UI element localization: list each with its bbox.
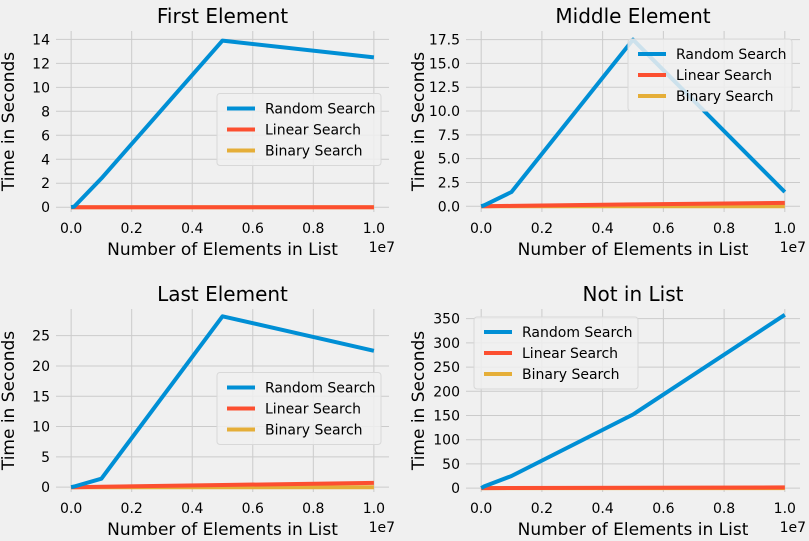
x-tick-label: 0.8: [713, 501, 735, 517]
legend-box: [216, 372, 382, 445]
legend-box: [473, 316, 639, 390]
y-tick-label: 300: [433, 336, 460, 352]
y-tick-label: 4: [41, 152, 50, 168]
y-tick-label: 20: [32, 359, 50, 375]
x-tick-label: 0.2: [531, 221, 553, 237]
x-tick-label: 0.8: [713, 221, 735, 237]
y-tick-label: 0.0: [438, 199, 460, 215]
x-tick-label: 0.2: [121, 501, 143, 517]
x-tick-label: 0.0: [60, 501, 82, 517]
y-tick-label: 0: [451, 481, 460, 497]
legend-box: [216, 93, 382, 166]
legend: Random Search Linear Search Binary Search: [627, 38, 793, 112]
legend-entry: Linear Search: [676, 68, 772, 84]
chart-title: First Element: [157, 4, 288, 28]
y-tick-label: 50: [442, 457, 460, 473]
x-tick-label: 0.4: [181, 501, 203, 517]
y-tick-label: 0: [41, 200, 50, 216]
legend-entry: Binary Search: [265, 144, 363, 160]
legend-entry: Random Search: [676, 47, 787, 63]
x-tick-label: 0.6: [242, 501, 264, 517]
legend-entry: Linear Search: [265, 402, 361, 418]
y-tick-label: 5.0: [438, 152, 460, 168]
x-tick-label: 0.2: [121, 221, 143, 237]
y-tick-label: 15.0: [429, 56, 460, 72]
y-tick-label: 25: [32, 329, 50, 345]
series-line-random-search: [480, 313, 786, 490]
chart-title: Not in List: [583, 282, 684, 306]
series-line-random-search: [70, 38, 375, 210]
series-line-linear-search: [481, 485, 785, 491]
y-tick-label: 2.5: [438, 175, 460, 191]
y-tick-label: 10: [32, 420, 50, 436]
y-tick-label: 5: [41, 450, 50, 466]
y-tick-label: 0: [41, 480, 50, 496]
y-tick-label: 17.5: [429, 33, 460, 49]
x-tick-label: 0.0: [470, 221, 492, 237]
chart-title: Middle Element: [555, 4, 710, 28]
y-tick-label: 350: [433, 312, 460, 328]
x-tick-label: 1.0: [363, 501, 385, 517]
y-tick-label: 8: [41, 104, 50, 120]
x-axis-label: Number of Elements in List: [107, 520, 338, 540]
x-offset-label: 1e7: [780, 520, 806, 536]
x-axis-label: Number of Elements in List: [518, 240, 749, 260]
x-tick-label: 0.4: [592, 501, 614, 517]
legend: Random Search Linear Search Binary Search: [216, 372, 382, 445]
legend-entry: Linear Search: [265, 123, 361, 139]
x-offset-label: 1e7: [369, 520, 395, 536]
x-tick-label: 1.0: [774, 221, 796, 237]
y-tick-label: 100: [433, 433, 460, 449]
x-tick-label: 0.8: [302, 501, 324, 517]
y-tick-label: 14: [32, 32, 50, 48]
x-axis-label: Number of Elements in List: [107, 240, 338, 260]
x-tick-label: 0.2: [531, 501, 553, 517]
y-tick-label: 2: [41, 176, 50, 192]
chart-panel-2: 0.0 0.2 0.4 0.6 0.8 1.0 0.0 2.5 5.0 7.5 10.0 12.5 15…: [409, 4, 806, 260]
y-axis-label: Time in Seconds: [409, 331, 429, 471]
legend: Random Search Linear Search Binary Search: [216, 93, 382, 166]
legend-entry: Binary Search: [265, 423, 363, 439]
legend-box: [627, 38, 793, 112]
legend-entry: Random Search: [522, 325, 633, 341]
x-tick-label: 0.8: [302, 221, 324, 237]
x-offset-label: 1e7: [369, 240, 395, 256]
x-axis-label: Number of Elements in List: [518, 520, 749, 540]
legend-entry: Binary Search: [522, 367, 620, 383]
y-axis-label: Time in Seconds: [0, 331, 19, 471]
y-tick-label: 6: [41, 128, 50, 144]
x-tick-label: 0.6: [652, 501, 674, 517]
x-tick-label: 0.0: [60, 221, 82, 237]
chart-title: Last Element: [157, 282, 288, 306]
x-tick-label: 0.4: [592, 221, 614, 237]
y-tick-label: 250: [433, 360, 460, 376]
y-tick-label: 15: [32, 389, 50, 405]
x-offset-label: 1e7: [780, 240, 806, 256]
chart-panel-4: 0.0 0.2 0.4 0.6 0.8 1.0 0 50 100 150 200 250 300 350 1…: [409, 282, 806, 540]
y-axis-label: Time in Seconds: [409, 52, 429, 192]
legend-entry: Linear Search: [522, 346, 618, 362]
chart-panel-3: 0.0 0.2 0.4 0.6 0.8 1.0 0 5 10 15 20 25 1e7 Last Elem…: [0, 282, 395, 540]
y-tick-label: 10: [32, 80, 50, 96]
x-tick-label: 1.0: [774, 501, 796, 517]
y-tick-label: 12.5: [429, 80, 460, 96]
y-tick-label: 12: [32, 56, 50, 72]
x-tick-label: 0.6: [652, 221, 674, 237]
legend-entry: Random Search: [265, 102, 376, 118]
y-tick-label: 200: [433, 384, 460, 400]
x-tick-label: 0.6: [242, 221, 264, 237]
legend-entry: Binary Search: [676, 89, 774, 105]
y-tick-label: 7.5: [438, 128, 460, 144]
y-tick-label: 10.0: [429, 104, 460, 120]
legend-entry: Random Search: [265, 381, 376, 397]
legend: Random Search Linear Search Binary Search: [473, 316, 639, 390]
series-line-random-search: [70, 314, 375, 490]
x-tick-label: 0.4: [181, 221, 203, 237]
chart-panel-1: 0.0 0.2 0.4 0.6 0.8 1.0 0 2 4 6 8 10 12 14 1e7 First El…: [0, 4, 395, 260]
y-axis-label: Time in Seconds: [0, 52, 19, 192]
x-tick-label: 0.0: [470, 501, 492, 517]
x-tick-label: 1.0: [363, 221, 385, 237]
y-tick-label: 150: [433, 409, 460, 425]
